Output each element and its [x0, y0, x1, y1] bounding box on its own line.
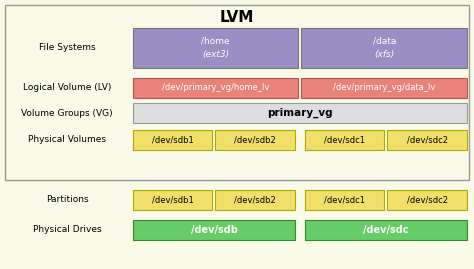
FancyBboxPatch shape: [305, 130, 384, 150]
Text: LVM: LVM: [220, 9, 254, 24]
Text: /dev/primary_vg/home_lv: /dev/primary_vg/home_lv: [162, 83, 269, 93]
Text: /dev/sdc: /dev/sdc: [363, 225, 409, 235]
FancyBboxPatch shape: [5, 5, 469, 180]
FancyBboxPatch shape: [305, 190, 384, 210]
FancyBboxPatch shape: [133, 220, 295, 240]
Text: /dev/sdb1: /dev/sdb1: [152, 136, 193, 144]
Text: Partitions: Partitions: [46, 196, 88, 204]
Text: /home: /home: [201, 37, 230, 45]
FancyBboxPatch shape: [305, 220, 467, 240]
Text: Physical Drives: Physical Drives: [33, 225, 101, 235]
Text: /dev/sdb: /dev/sdb: [191, 225, 237, 235]
Text: /dev/sdb2: /dev/sdb2: [234, 196, 276, 204]
Text: /dev/sdc2: /dev/sdc2: [407, 196, 448, 204]
Text: /dev/sdb2: /dev/sdb2: [234, 136, 276, 144]
Text: /dev/sdc2: /dev/sdc2: [407, 136, 448, 144]
FancyBboxPatch shape: [133, 103, 467, 123]
FancyBboxPatch shape: [388, 130, 467, 150]
Text: /dev/primary_vg/data_lv: /dev/primary_vg/data_lv: [333, 83, 436, 93]
FancyBboxPatch shape: [216, 130, 295, 150]
FancyBboxPatch shape: [133, 28, 299, 68]
FancyBboxPatch shape: [301, 78, 467, 98]
FancyBboxPatch shape: [216, 190, 295, 210]
FancyBboxPatch shape: [301, 28, 467, 68]
Text: primary_vg: primary_vg: [267, 108, 333, 118]
FancyBboxPatch shape: [133, 130, 212, 150]
Text: Logical Volume (LV): Logical Volume (LV): [23, 83, 111, 93]
Text: Volume Groups (VG): Volume Groups (VG): [21, 108, 113, 118]
FancyBboxPatch shape: [388, 190, 467, 210]
Text: (ext3): (ext3): [202, 51, 229, 59]
Text: (xfs): (xfs): [374, 51, 394, 59]
Text: File Systems: File Systems: [39, 44, 95, 52]
FancyBboxPatch shape: [133, 78, 299, 98]
Text: Physical Volumes: Physical Volumes: [28, 136, 106, 144]
Text: /dev/sdc1: /dev/sdc1: [324, 196, 365, 204]
Text: /dev/sdc1: /dev/sdc1: [324, 136, 365, 144]
FancyBboxPatch shape: [133, 190, 212, 210]
Text: /dev/sdb1: /dev/sdb1: [152, 196, 193, 204]
Text: /data: /data: [373, 37, 396, 45]
